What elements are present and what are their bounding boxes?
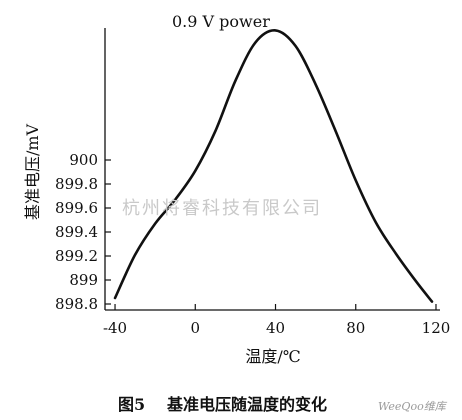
chart-title: 0.9 V power [172, 12, 270, 31]
x-tick-label: 0 [190, 319, 200, 337]
x-tick-label: 40 [266, 319, 285, 337]
weeqoo-logo: WeeQoo维库 [378, 400, 448, 413]
watermark-text: 杭州将睿科技有限公司 [122, 198, 322, 219]
y-tick-label: 899.4 [55, 223, 98, 241]
x-tick-label: 120 [422, 319, 451, 337]
y-tick-label: 899.6 [55, 199, 98, 217]
figure-caption: 基准电压随温度的变化 [166, 395, 327, 414]
y-tick-label: 899.2 [55, 247, 98, 265]
figure-number: 图5 [118, 395, 145, 414]
y-tick-label: 899 [69, 271, 98, 289]
x-tick-label: 80 [346, 319, 365, 337]
x-axis-ticks: -40 0 40 80 120 [103, 304, 450, 337]
y-tick-label: 899.8 [55, 175, 98, 193]
voltage-curve [113, 29, 434, 303]
y-tick-label: 898.8 [55, 295, 98, 313]
y-axis-label: 基准电压/mV [23, 123, 42, 220]
x-axis-label: 温度/℃ [245, 347, 300, 366]
y-tick-label: 900 [69, 151, 98, 169]
x-tick-label: -40 [103, 319, 127, 337]
y-axis-ticks: 898.8 899 899.2 899.4 899.6 899.8 900 [55, 151, 111, 313]
